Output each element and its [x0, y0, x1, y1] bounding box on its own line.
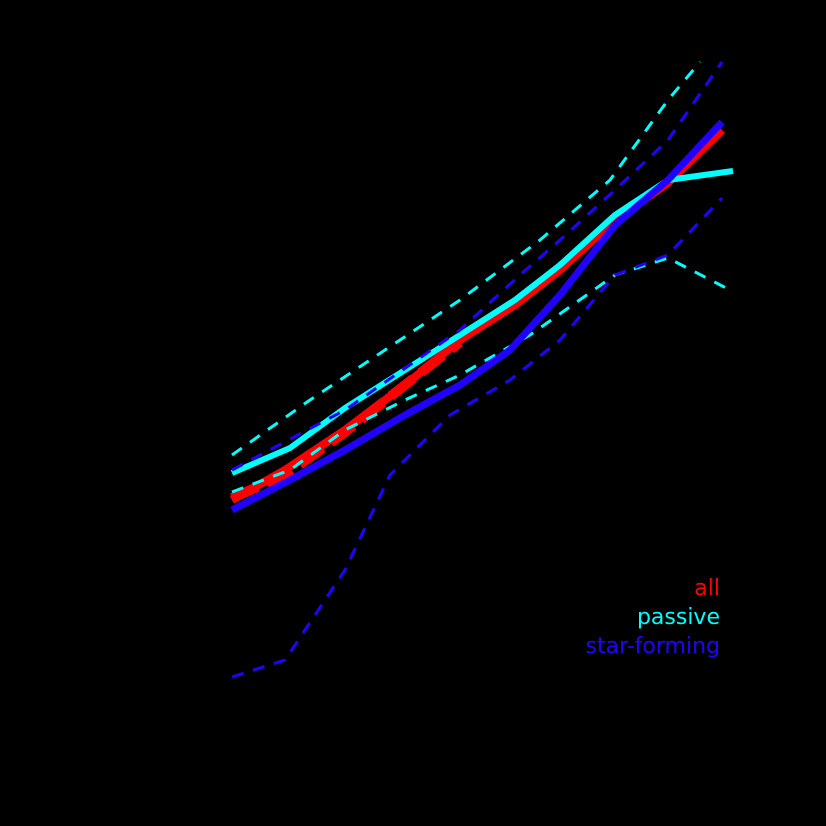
legend-item-star-forming: star-forming [585, 634, 720, 659]
series-line-2 [230, 168, 734, 476]
series-line-7 [231, 196, 724, 679]
series-line-5 [230, 119, 725, 514]
legend-item-all: all [694, 576, 720, 601]
legend-item-passive: passive [636, 605, 720, 630]
series-line-6 [231, 61, 724, 472]
legend: all passive star-forming [586, 574, 720, 661]
series-line-3 [231, 61, 702, 457]
series-line-1 [230, 338, 464, 503]
